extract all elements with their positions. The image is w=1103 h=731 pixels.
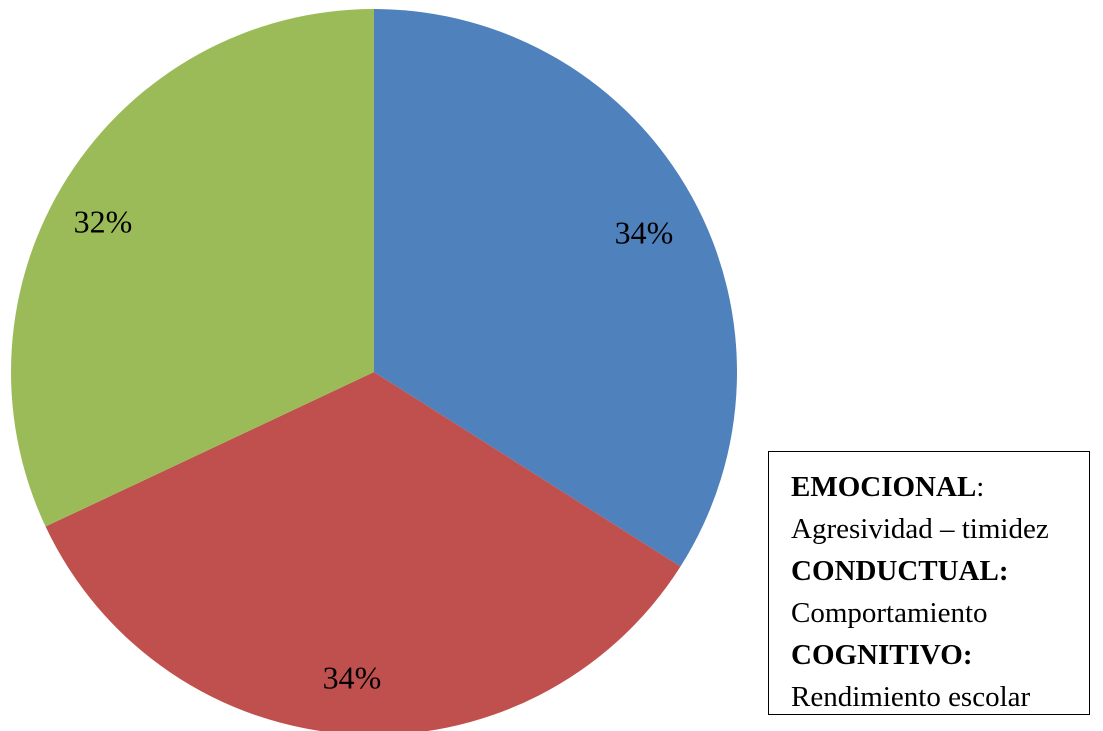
- pie-slice-1: [374, 9, 738, 567]
- pie-slice-3: [11, 9, 374, 527]
- legend-heading-emocional: EMOCIONAL: [791, 471, 977, 503]
- pie-data-label-2: 34%: [323, 659, 382, 695]
- legend-suffix-emocional: :: [976, 471, 985, 503]
- pie-data-label-3: 32%: [74, 203, 133, 239]
- pie-data-labels: 34% 34% 32%: [74, 203, 674, 695]
- legend-heading-cognitivo: COGNITIVO:: [791, 639, 973, 671]
- legend-detail-emocional: Agresividad – timidez: [791, 513, 1049, 545]
- pie-slice-2: [45, 372, 681, 731]
- pie-data-label-1: 34%: [615, 214, 674, 250]
- legend-item-emocional: EMOCIONAL:: [791, 466, 1089, 508]
- legend-heading-conductual: CONDUCTUAL:: [791, 555, 1009, 587]
- legend-box: EMOCIONAL: Agresividad – timidez CONDUCT…: [768, 451, 1090, 715]
- pie-slices: [11, 9, 738, 731]
- legend-detail-conductual: Comportamiento: [791, 597, 988, 629]
- legend-detail-cognitivo: Rendimiento escolar: [791, 681, 1031, 713]
